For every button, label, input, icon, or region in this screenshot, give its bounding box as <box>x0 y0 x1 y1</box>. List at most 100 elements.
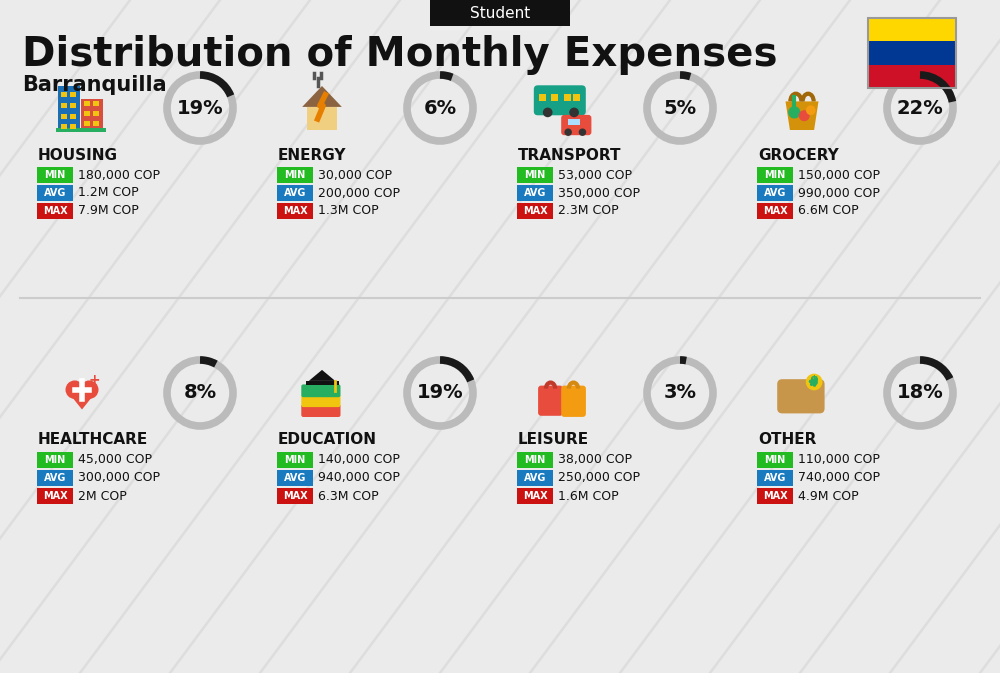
Text: HOUSING: HOUSING <box>38 147 118 162</box>
Text: 3%: 3% <box>664 384 696 402</box>
Text: 30,000 COP: 30,000 COP <box>318 168 392 182</box>
Text: 4.9M COP: 4.9M COP <box>798 489 859 503</box>
Text: HEALTHCARE: HEALTHCARE <box>38 433 148 448</box>
FancyBboxPatch shape <box>307 107 337 130</box>
Text: OTHER: OTHER <box>758 433 816 448</box>
FancyBboxPatch shape <box>37 470 73 486</box>
FancyBboxPatch shape <box>93 111 99 116</box>
FancyBboxPatch shape <box>277 488 313 504</box>
FancyBboxPatch shape <box>777 379 825 413</box>
Text: MIN: MIN <box>44 455 66 465</box>
Bar <box>868 18 956 88</box>
Text: MAX: MAX <box>763 206 787 216</box>
FancyBboxPatch shape <box>277 203 313 219</box>
Circle shape <box>579 129 586 136</box>
FancyBboxPatch shape <box>37 167 73 183</box>
Text: 2.3M COP: 2.3M COP <box>558 205 619 217</box>
Text: 53,000 COP: 53,000 COP <box>558 168 632 182</box>
Text: 150,000 COP: 150,000 COP <box>798 168 880 182</box>
FancyBboxPatch shape <box>56 129 106 132</box>
FancyBboxPatch shape <box>561 386 586 417</box>
Bar <box>868 41 956 65</box>
Text: AVG: AVG <box>284 473 306 483</box>
Text: 8%: 8% <box>183 384 217 402</box>
Text: GROCERY: GROCERY <box>758 147 839 162</box>
FancyBboxPatch shape <box>70 103 76 108</box>
FancyBboxPatch shape <box>757 203 793 219</box>
Text: ENERGY: ENERGY <box>278 147 347 162</box>
Text: AVG: AVG <box>284 188 306 198</box>
Text: 38,000 COP: 38,000 COP <box>558 454 632 466</box>
FancyBboxPatch shape <box>84 111 90 116</box>
Text: $: $ <box>810 376 818 388</box>
FancyBboxPatch shape <box>301 384 340 397</box>
FancyBboxPatch shape <box>517 452 553 468</box>
Circle shape <box>543 108 553 117</box>
Text: MIN: MIN <box>44 170 66 180</box>
FancyBboxPatch shape <box>534 85 586 115</box>
Text: Barranquilla: Barranquilla <box>22 75 167 95</box>
FancyBboxPatch shape <box>757 185 793 201</box>
FancyBboxPatch shape <box>93 120 99 126</box>
Text: MAX: MAX <box>43 206 67 216</box>
FancyBboxPatch shape <box>61 103 67 108</box>
Circle shape <box>788 106 800 118</box>
Text: AVG: AVG <box>44 473 66 483</box>
FancyBboxPatch shape <box>70 114 76 119</box>
FancyBboxPatch shape <box>564 94 571 102</box>
FancyBboxPatch shape <box>84 101 90 106</box>
FancyBboxPatch shape <box>551 94 558 102</box>
Text: AVG: AVG <box>524 473 546 483</box>
Circle shape <box>564 129 572 136</box>
FancyBboxPatch shape <box>757 452 793 468</box>
FancyBboxPatch shape <box>306 381 338 386</box>
FancyBboxPatch shape <box>277 185 313 201</box>
Text: 6.3M COP: 6.3M COP <box>318 489 379 503</box>
Text: 6%: 6% <box>423 98 457 118</box>
Text: 18%: 18% <box>897 384 943 402</box>
Text: Distribution of Monthly Expenses: Distribution of Monthly Expenses <box>22 35 778 75</box>
Text: TRANSPORT: TRANSPORT <box>518 147 622 162</box>
FancyBboxPatch shape <box>301 404 340 417</box>
FancyBboxPatch shape <box>568 119 580 125</box>
Bar <box>868 18 956 41</box>
FancyBboxPatch shape <box>517 203 553 219</box>
FancyBboxPatch shape <box>61 92 67 98</box>
FancyBboxPatch shape <box>430 0 570 26</box>
Text: MIN: MIN <box>284 170 306 180</box>
Text: MIN: MIN <box>764 170 786 180</box>
FancyBboxPatch shape <box>81 99 103 132</box>
Text: 1.6M COP: 1.6M COP <box>558 489 619 503</box>
FancyBboxPatch shape <box>37 203 73 219</box>
FancyBboxPatch shape <box>93 101 99 106</box>
Text: 22%: 22% <box>897 98 943 118</box>
Bar <box>868 65 956 88</box>
Text: 250,000 COP: 250,000 COP <box>558 472 640 485</box>
Text: MIN: MIN <box>524 455 546 465</box>
FancyBboxPatch shape <box>757 488 793 504</box>
FancyBboxPatch shape <box>517 167 553 183</box>
Text: LEISURE: LEISURE <box>518 433 589 448</box>
Circle shape <box>806 374 822 390</box>
Text: 740,000 COP: 740,000 COP <box>798 472 880 485</box>
Circle shape <box>80 380 98 399</box>
Text: AVG: AVG <box>764 473 786 483</box>
FancyBboxPatch shape <box>538 386 563 416</box>
Text: MIN: MIN <box>524 170 546 180</box>
Text: 19%: 19% <box>417 384 463 402</box>
Text: 350,000 COP: 350,000 COP <box>558 186 640 199</box>
FancyBboxPatch shape <box>573 94 580 102</box>
Polygon shape <box>66 390 98 409</box>
Text: 300,000 COP: 300,000 COP <box>78 472 160 485</box>
FancyBboxPatch shape <box>37 488 73 504</box>
Text: AVG: AVG <box>44 188 66 198</box>
Text: MAX: MAX <box>523 206 547 216</box>
Text: +: + <box>88 373 100 387</box>
FancyBboxPatch shape <box>277 167 313 183</box>
Text: 940,000 COP: 940,000 COP <box>318 472 400 485</box>
Text: 19%: 19% <box>177 98 223 118</box>
Polygon shape <box>309 370 335 381</box>
Text: 45,000 COP: 45,000 COP <box>78 454 152 466</box>
FancyBboxPatch shape <box>70 92 76 98</box>
FancyBboxPatch shape <box>757 470 793 486</box>
